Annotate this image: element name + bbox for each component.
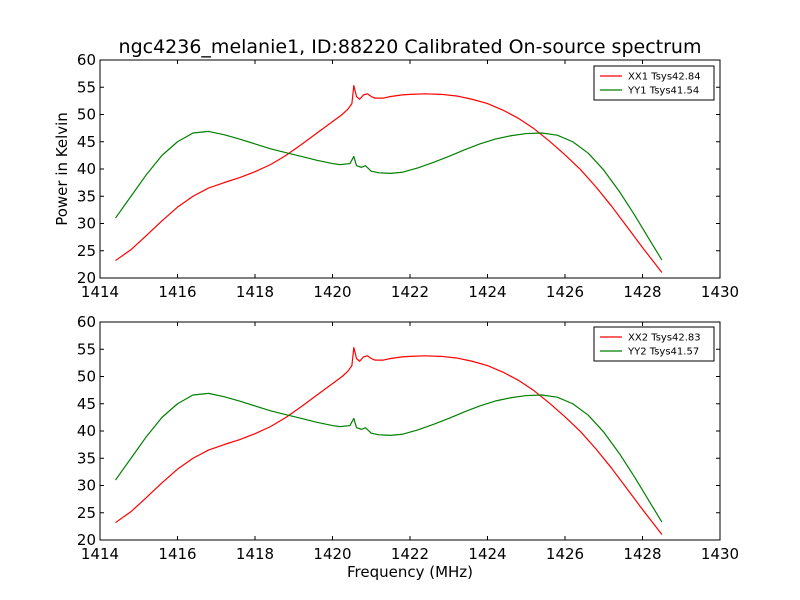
x-axis-label: Frequency (MHz)	[347, 563, 473, 581]
x-tick-label: 1424	[468, 283, 506, 301]
x-tick-label: 1424	[468, 545, 506, 563]
series-line-xx	[115, 85, 663, 273]
series-line-xx	[115, 347, 663, 535]
legend-entry-label: XX1 Tsys42.84	[628, 72, 701, 83]
legend-entry-label: YY1 Tsys41.54	[627, 86, 699, 97]
y-tick-label: 30	[77, 477, 96, 495]
x-tick-label: 1430	[701, 545, 739, 563]
x-tick-label: 1426	[546, 545, 584, 563]
bottom-spectrum-panel: 1414 1416 1418 1420 1422 1424 1426 1428 1430 20 25…	[77, 313, 739, 563]
x-tick-label: 1414	[81, 283, 119, 301]
y-tick-label: 20	[77, 531, 96, 549]
y-tick-label: 50	[77, 106, 96, 124]
y-tick-label: 35	[77, 449, 96, 467]
y-tick-label: 60	[77, 51, 96, 69]
y-tick-label: 50	[77, 368, 96, 386]
y-tick-label: 35	[77, 187, 96, 205]
x-tick-label: 1420	[313, 545, 351, 563]
y-tick-label: 60	[77, 313, 96, 331]
legend-box	[593, 65, 715, 101]
x-tick-label: 1430	[701, 283, 739, 301]
top-spectrum-panel: 1414 1416 1418 1420 1422 1424 1426 1428 1430 20 25…	[77, 51, 739, 301]
legend-entry-label: XX2 Tsys42.83	[628, 333, 701, 344]
x-tick-label: 1426	[546, 283, 584, 301]
x-tick-label: 1428	[623, 283, 661, 301]
x-tick-label: 1428	[623, 545, 661, 563]
x-tick-label: 1414	[81, 545, 119, 563]
x-tick-label: 1418	[236, 283, 274, 301]
series-line-yy	[115, 130, 663, 261]
series-line-yy	[115, 392, 663, 523]
x-tick-label: 1420	[313, 283, 351, 301]
x-tick-label: 1416	[158, 545, 196, 563]
legend-box	[593, 326, 715, 362]
y-tick-label: 20	[77, 269, 96, 287]
legend-entry-label: YY2 Tsys41.57	[627, 347, 699, 358]
y-tick-label: 45	[77, 133, 96, 151]
y-tick-label: 55	[77, 340, 96, 358]
figure-title: ngc4236_melanie1, ID:88220 Calibrated On…	[119, 36, 702, 58]
x-tick-label: 1416	[158, 283, 196, 301]
y-tick-label: 25	[77, 242, 96, 260]
x-tick-label: 1418	[236, 545, 274, 563]
y-tick-label: 40	[77, 422, 96, 440]
y-axis-label: Power in Kelvin	[53, 112, 71, 226]
y-tick-label: 40	[77, 160, 96, 178]
y-tick-label: 30	[77, 215, 96, 233]
y-tick-label: 45	[77, 395, 96, 413]
y-tick-label: 55	[77, 78, 96, 96]
x-tick-label: 1422	[391, 545, 429, 563]
y-tick-label: 25	[77, 504, 96, 522]
x-tick-label: 1422	[391, 283, 429, 301]
